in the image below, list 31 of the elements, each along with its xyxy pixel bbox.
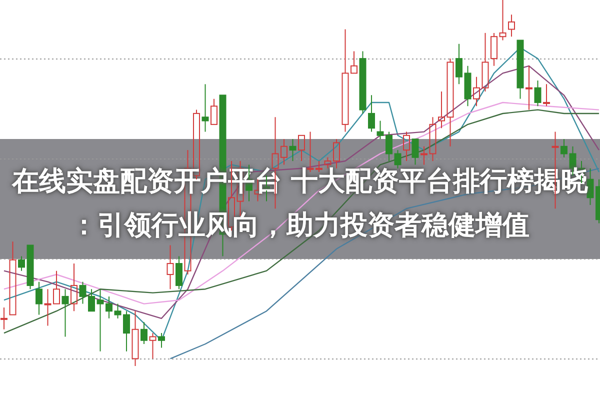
candlestick xyxy=(473,76,480,107)
candlestick xyxy=(464,65,472,107)
candlestick xyxy=(62,288,69,338)
candlestick xyxy=(420,146,428,166)
candlestick xyxy=(438,91,445,129)
candlestick xyxy=(482,32,489,92)
candlestick xyxy=(446,58,454,147)
candlestick xyxy=(499,0,506,41)
candlestick xyxy=(526,65,532,110)
candlestick xyxy=(429,116,436,162)
candlestick xyxy=(543,84,550,107)
candlestick xyxy=(158,332,165,348)
candlestick xyxy=(166,244,174,290)
candlestick xyxy=(456,43,462,85)
candlestick xyxy=(132,310,139,366)
candlestick xyxy=(202,84,209,132)
candlestick xyxy=(149,332,156,360)
candlestick xyxy=(176,256,182,290)
candlestick xyxy=(560,138,568,158)
candlestick xyxy=(70,263,78,312)
candlestick xyxy=(359,50,366,114)
candlestick xyxy=(490,32,498,66)
candlestick xyxy=(289,138,296,162)
candlestick xyxy=(36,281,42,316)
candlestick xyxy=(0,306,8,330)
candlestick xyxy=(508,14,515,38)
candlestick xyxy=(140,322,148,345)
candlestick xyxy=(368,94,375,132)
candlestick xyxy=(403,131,410,162)
candlestick xyxy=(534,80,542,107)
candlestick xyxy=(18,256,25,272)
